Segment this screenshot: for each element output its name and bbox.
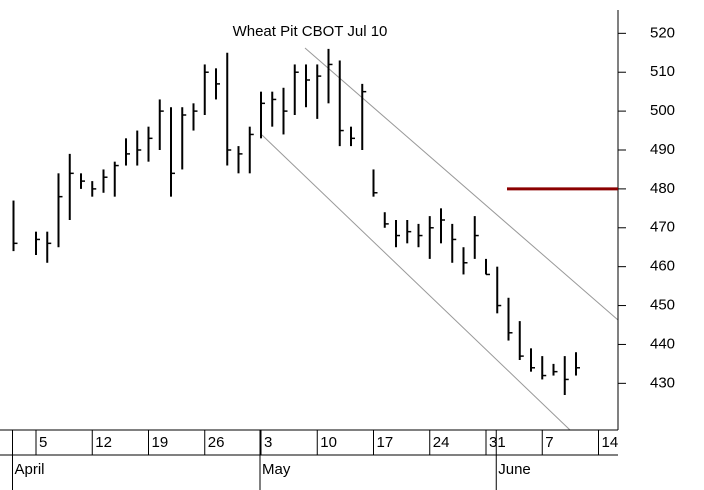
channel (261, 47, 619, 431)
date-axis: 29April51219263May10172431June714 (12, 430, 619, 490)
month-label: June (498, 461, 531, 478)
x-tick-label: 10 (320, 434, 337, 451)
x-tick-label: 19 (152, 434, 169, 451)
x-tick-label: 26 (208, 434, 225, 451)
x-tick-label: 12 (95, 434, 112, 451)
y-tick-label: 500 (650, 102, 675, 119)
x-tick-label: 17 (377, 434, 394, 451)
month-label: May (262, 461, 291, 478)
x-tick-label: 7 (545, 434, 553, 451)
y-tick-label: 520 (650, 24, 675, 41)
month-label: April (15, 461, 45, 478)
channel-lower (261, 134, 571, 431)
y-tick-label: 450 (650, 297, 675, 314)
x-tick-label: 31 (489, 434, 506, 451)
channel-upper (304, 47, 619, 321)
x-tick-label: 14 (602, 434, 619, 451)
x-tick-label: 3 (264, 434, 272, 451)
y-tick-label: 430 (650, 374, 675, 391)
y-tick-label: 440 (650, 335, 675, 352)
chart-title: Wheat Pit CBOT Jul 10 (233, 23, 388, 40)
y-tick-label: 510 (650, 63, 675, 80)
y-tick-label: 490 (650, 141, 675, 158)
y-tick-label: 470 (650, 219, 675, 236)
y-tick-label: 480 (650, 180, 675, 197)
x-tick-label: 5 (39, 434, 47, 451)
x-tick-label: 24 (433, 434, 450, 451)
y-tick-label: 460 (650, 258, 675, 275)
